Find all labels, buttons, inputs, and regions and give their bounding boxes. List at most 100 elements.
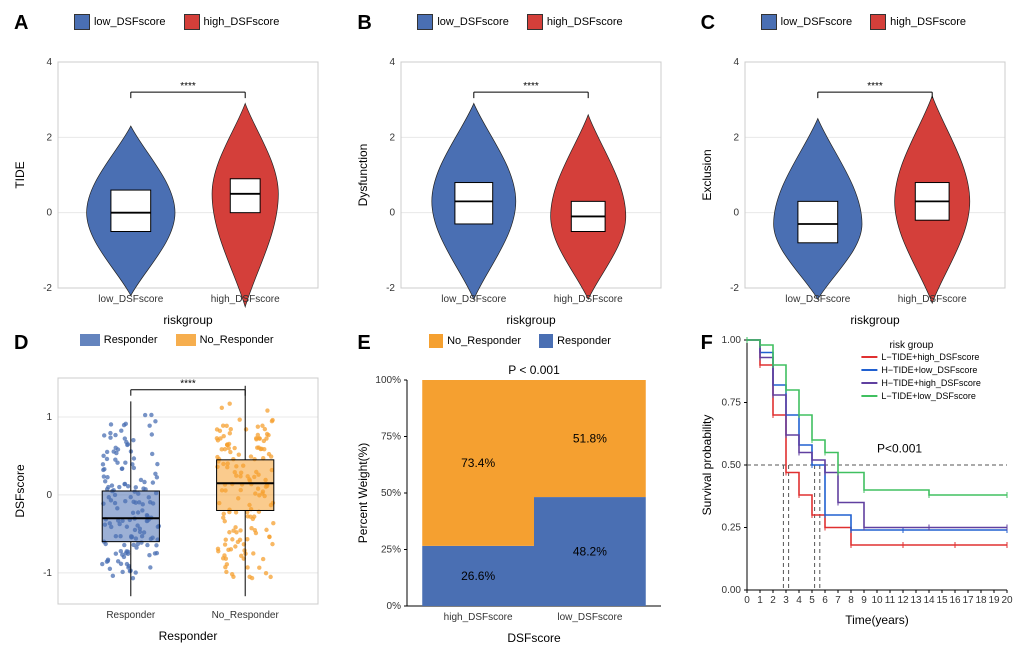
svg-text:DSFscore: DSFscore <box>508 631 562 645</box>
svg-text:TIDE: TIDE <box>13 161 27 188</box>
panel-E: ENo_ResponderResponder0%25%50%75%100%73.… <box>353 330 686 640</box>
svg-text:0.50: 0.50 <box>721 460 741 471</box>
legend-label: low_DSFscore <box>781 16 853 28</box>
svg-text:-1: -1 <box>43 568 52 579</box>
legend-item: No_Responder <box>176 334 274 346</box>
legend-swatch <box>74 14 90 30</box>
svg-text:1: 1 <box>757 595 763 606</box>
legend: low_DSFscorehigh_DSFscore <box>353 14 686 30</box>
svg-text:Percent Weight(%): Percent Weight(%) <box>356 443 370 543</box>
svg-text:19: 19 <box>988 595 1000 606</box>
legend-label: low_DSFscore <box>437 16 509 28</box>
legend-item: Responder <box>539 334 611 348</box>
panel-label: B <box>357 12 371 35</box>
legend-swatch <box>176 334 196 346</box>
legend: low_DSFscorehigh_DSFscore <box>10 14 343 30</box>
svg-text:riskgroup: riskgroup <box>850 313 900 327</box>
svg-text:low_DSFscore: low_DSFscore <box>442 294 507 305</box>
violin-chart: -2024****low_DSFscorehigh_DSFscoreriskgr… <box>10 30 330 330</box>
svg-text:5: 5 <box>809 595 815 606</box>
legend-label: L−TIDE+low_DSFscore <box>881 391 976 401</box>
svg-text:25%: 25% <box>381 545 401 556</box>
svg-text:18: 18 <box>975 595 987 606</box>
panel-label: C <box>701 12 715 35</box>
panel-B: Blow_DSFscorehigh_DSFscore-2024****low_D… <box>353 10 686 320</box>
svg-text:0: 0 <box>744 595 750 606</box>
violin-chart: -2024****low_DSFscorehigh_DSFscoreriskgr… <box>697 30 1017 330</box>
legend-swatch <box>870 14 886 30</box>
svg-text:4: 4 <box>390 57 396 68</box>
svg-text:DSFscore: DSFscore <box>13 464 27 518</box>
legend-label: Responder <box>104 334 158 346</box>
svg-text:Dysfunction: Dysfunction <box>356 144 370 207</box>
legend-swatch <box>80 334 100 346</box>
svg-text:-2: -2 <box>730 283 739 294</box>
svg-text:0.00: 0.00 <box>721 585 741 596</box>
svg-text:4: 4 <box>796 595 802 606</box>
svg-text:Time(years): Time(years) <box>845 613 909 627</box>
svg-text:2: 2 <box>46 132 52 143</box>
svg-text:2: 2 <box>390 132 396 143</box>
svg-text:20: 20 <box>1001 595 1013 606</box>
svg-text:51.8%: 51.8% <box>573 432 607 446</box>
legend-title: risk group <box>889 340 933 351</box>
svg-text:14: 14 <box>923 595 935 606</box>
svg-text:****: **** <box>867 81 883 92</box>
panel-F: F0.000.250.500.751.000123456789101112131… <box>697 330 1020 640</box>
legend-swatch <box>429 334 443 348</box>
svg-text:50%: 50% <box>381 488 401 499</box>
jitter-chart: -101****ResponderNo_ResponderResponderDS… <box>10 346 330 646</box>
panel-C: Clow_DSFscorehigh_DSFscore-2024****low_D… <box>697 10 1020 320</box>
legend-item: low_DSFscore <box>417 14 509 30</box>
legend-label: Responder <box>557 335 611 347</box>
svg-text:26.6%: 26.6% <box>461 569 495 583</box>
legend-swatch <box>539 334 553 348</box>
svg-text:low_DSFscore: low_DSFscore <box>785 294 850 305</box>
legend-swatch <box>184 14 200 30</box>
svg-text:high_DSFscore: high_DSFscore <box>444 612 513 623</box>
svg-text:13: 13 <box>910 595 922 606</box>
svg-text:1.00: 1.00 <box>721 335 741 346</box>
panel-label: E <box>357 332 370 355</box>
svg-text:No_Responder: No_Responder <box>212 610 280 621</box>
svg-text:low_DSFscore: low_DSFscore <box>558 612 623 623</box>
svg-text:0.25: 0.25 <box>721 523 741 534</box>
stacked-bar-chart: 0%25%50%75%100%73.4%26.6%51.8%48.2%P < 0… <box>353 348 673 648</box>
legend-item: low_DSFscore <box>761 14 853 30</box>
svg-text:10: 10 <box>871 595 883 606</box>
legend: No_ResponderResponder <box>353 334 686 348</box>
svg-text:4: 4 <box>46 57 52 68</box>
svg-text:17: 17 <box>962 595 974 606</box>
svg-text:0: 0 <box>390 208 396 219</box>
svg-text:2: 2 <box>733 132 739 143</box>
svg-text:0: 0 <box>46 208 52 219</box>
svg-text:Survival probability: Survival probability <box>700 415 714 516</box>
svg-text:6: 6 <box>822 595 828 606</box>
svg-text:12: 12 <box>897 595 909 606</box>
svg-text:****: **** <box>524 81 540 92</box>
p-value: P<0.001 <box>877 442 922 456</box>
svg-text:15: 15 <box>936 595 948 606</box>
svg-text:high_DSFscore: high_DSFscore <box>211 294 280 305</box>
legend-swatch <box>527 14 543 30</box>
svg-text:75%: 75% <box>381 432 401 443</box>
svg-text:11: 11 <box>884 595 895 606</box>
svg-text:****: **** <box>180 81 196 92</box>
svg-text:0.75: 0.75 <box>721 398 741 409</box>
legend: Responder No_Responder <box>10 334 343 346</box>
svg-text:-2: -2 <box>43 283 52 294</box>
svg-text:4: 4 <box>733 57 739 68</box>
svg-text:riskgroup: riskgroup <box>507 313 557 327</box>
legend-label: No_Responder <box>200 334 274 346</box>
svg-text:7: 7 <box>835 595 841 606</box>
panel-label: A <box>14 12 28 35</box>
svg-text:riskgroup: riskgroup <box>163 313 213 327</box>
p-value: P < 0.001 <box>509 363 561 377</box>
svg-text:0: 0 <box>46 490 52 501</box>
violin-chart: -2024****low_DSFscorehigh_DSFscoreriskgr… <box>353 30 673 330</box>
svg-text:Responder: Responder <box>159 629 218 643</box>
svg-text:0%: 0% <box>387 601 402 612</box>
svg-text:high_DSFscore: high_DSFscore <box>897 294 966 305</box>
km-chart: 0.000.250.500.751.0001234567891011121314… <box>697 330 1017 630</box>
svg-text:8: 8 <box>848 595 854 606</box>
